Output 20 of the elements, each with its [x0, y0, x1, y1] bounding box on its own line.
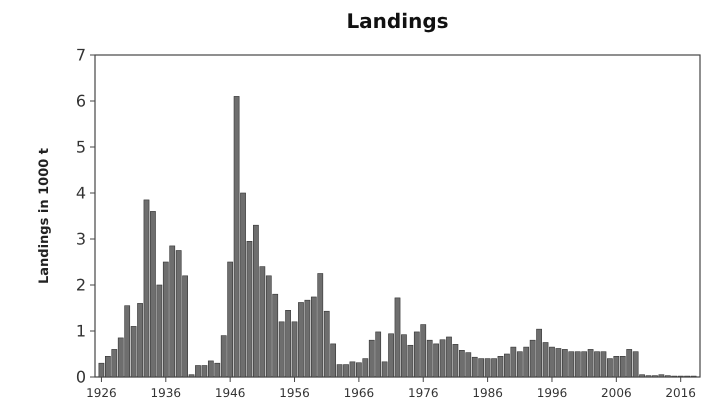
- x-tick-label: 1986: [472, 386, 503, 400]
- y-tick-label: 5: [76, 138, 86, 157]
- y-tick-label: 6: [76, 92, 86, 111]
- x-tick-label: 1996: [536, 386, 568, 400]
- chart-title: Landings: [346, 9, 449, 33]
- x-tick-label: 1926: [86, 386, 117, 400]
- x-tick-label: 1936: [150, 386, 182, 400]
- x-tick-label: 2016: [665, 386, 696, 400]
- y-tick-label: 2: [76, 276, 86, 295]
- x-tick-label: 1966: [344, 386, 374, 400]
- y-tick-label: 0: [76, 368, 86, 387]
- y-tick-label: 4: [76, 184, 86, 203]
- x-tick-label: 1946: [214, 386, 246, 400]
- y-tick-label: 1: [76, 322, 86, 341]
- y-tick-label: 7: [76, 46, 86, 65]
- x-tick-label: 2006: [601, 386, 632, 400]
- x-tick-label: 1976: [408, 386, 439, 400]
- x-tick-label: 1956: [279, 386, 310, 400]
- y-tick-label: 3: [76, 230, 86, 249]
- y-axis-title: Landings in 1000 t: [37, 148, 52, 284]
